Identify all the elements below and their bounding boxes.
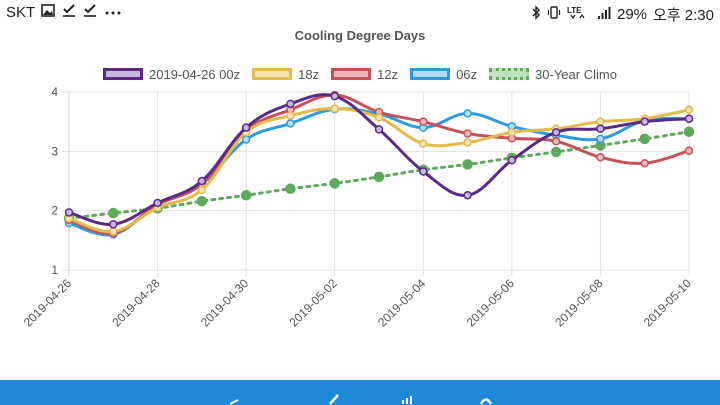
image-icon <box>41 4 55 21</box>
check-icon <box>83 4 97 21</box>
chart-title: Cooling Degree Days <box>294 28 426 43</box>
battery-level: 29% <box>617 6 648 23</box>
data-point <box>64 208 74 217</box>
legend-item[interactable]: 18z <box>252 67 319 82</box>
data-point <box>197 176 207 186</box>
lte-icon: LTE <box>567 5 591 24</box>
data-point <box>374 113 384 122</box>
x-tick-label: 2019-04-26 <box>21 276 75 330</box>
data-point <box>373 171 385 183</box>
data-point <box>196 195 208 207</box>
series-1 <box>64 104 694 236</box>
data-point <box>286 99 295 109</box>
status-bar: SKT LTE 29% 오후 2:30 <box>0 0 720 28</box>
data-point <box>109 227 118 236</box>
data-point <box>419 167 428 176</box>
legend-swatch <box>331 68 372 80</box>
data-point <box>596 153 605 162</box>
nav-glyph <box>402 396 412 404</box>
data-point <box>683 126 695 138</box>
data-point <box>108 207 119 219</box>
legend-item[interactable]: 06z <box>410 67 477 82</box>
data-point <box>640 117 649 126</box>
data-point <box>329 178 340 189</box>
data-point <box>507 128 517 137</box>
data-point <box>419 117 428 126</box>
y-tick-label: 4 <box>51 85 58 99</box>
data-point <box>463 129 472 138</box>
status-left: SKT <box>6 4 129 21</box>
data-point <box>462 159 473 170</box>
data-point <box>463 138 472 147</box>
bottom-app-bar <box>0 380 720 405</box>
legend-swatch <box>410 68 451 80</box>
series-2 <box>64 90 694 238</box>
x-tick-label: 2019-05-02 <box>287 276 341 330</box>
check-icon <box>62 4 76 21</box>
data-point <box>463 109 472 118</box>
bluetooth-icon <box>531 5 541 24</box>
data-point <box>596 124 605 134</box>
legend-label: 06z <box>456 66 478 82</box>
legend-item[interactable]: 12z <box>331 67 398 82</box>
legend-item[interactable]: 2019-04-26 00z <box>103 67 240 82</box>
data-point <box>596 134 605 144</box>
y-tick-label: 2 <box>51 204 58 218</box>
lte-label: LTE <box>567 6 582 15</box>
x-tick-label: 2019-05-08 <box>552 276 606 330</box>
status-right: LTE 29% 오후 2:30 <box>525 4 714 25</box>
data-point <box>109 220 118 229</box>
data-point <box>551 136 561 146</box>
data-point <box>286 119 295 128</box>
legend-label: 2019-04-26 00z <box>149 66 241 82</box>
nav-glyph <box>229 399 239 405</box>
nav-glyph <box>329 394 339 405</box>
x-tick-label: 2019-05-04 <box>375 276 429 330</box>
data-point <box>419 139 428 148</box>
data-point <box>285 183 296 194</box>
legend-swatch <box>489 68 530 80</box>
data-point <box>550 146 562 158</box>
chart: Cooling Degree Days 2019-04-26 00z 18z 12z… <box>0 28 720 380</box>
legend-item[interactable]: 30-Year Climo <box>489 67 617 82</box>
x-tick-label: 2019-05-06 <box>464 276 518 330</box>
data-point <box>596 117 605 126</box>
data-point <box>684 105 694 115</box>
data-point <box>551 128 561 137</box>
data-point <box>330 91 339 101</box>
clock: 오후 2:30 <box>653 7 714 24</box>
series-0 <box>64 91 694 229</box>
vibrate-icon <box>547 5 561 24</box>
data-point <box>507 155 517 165</box>
data-point <box>286 111 295 120</box>
data-point <box>240 189 252 201</box>
chart-legend: 2019-04-26 00z 18z 12z 06z 30-Year Climo <box>0 65 720 83</box>
legend-swatch <box>252 68 293 80</box>
data-point <box>330 104 339 113</box>
data-point <box>153 198 162 208</box>
data-point <box>640 158 649 168</box>
x-tick-label: 2019-05-10 <box>641 276 695 330</box>
legend-label: 18z <box>298 66 320 82</box>
x-tick-label: 2019-04-28 <box>109 276 163 330</box>
data-point <box>374 125 384 134</box>
data-point <box>463 190 472 200</box>
legend-label: 30-Year Climo <box>535 66 617 82</box>
data-point <box>639 133 650 145</box>
data-point <box>197 185 207 195</box>
legend-label: 12z <box>377 66 399 82</box>
legend-swatch <box>103 68 144 80</box>
chart-plot-area: 1 2 3 4 2019-04-26 2019-04-28 2019-04-30 2019-0… <box>21 85 695 330</box>
x-tick-label: 2019-04-30 <box>198 276 252 330</box>
nav-glyph <box>479 398 493 405</box>
y-tick-label: 1 <box>51 263 58 277</box>
signal-icon <box>597 6 611 24</box>
y-tick-label: 3 <box>51 144 58 158</box>
more-dots-icon <box>104 4 122 21</box>
data-point <box>241 123 251 132</box>
data-point <box>684 114 694 123</box>
data-point <box>684 146 694 155</box>
carrier-label: SKT <box>6 4 36 21</box>
data-point <box>241 135 251 144</box>
